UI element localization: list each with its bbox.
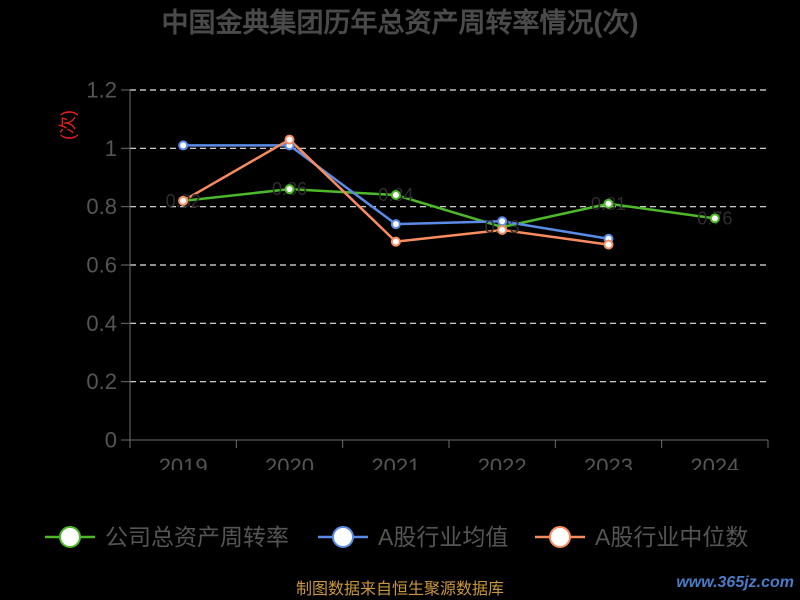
legend-label: 公司总资产周转率 [105,524,289,550]
legend-marker-icon [45,526,95,548]
data-point-series-0 [709,213,720,224]
watermark: www.365jz.com [676,574,794,591]
data-point-series-1 [178,140,189,151]
legend-marker-icon [535,526,585,548]
data-point-series-1 [390,219,401,230]
legend-item-industry-median[interactable]: A股行业中位数 [535,523,748,551]
data-point-series-2 [178,195,189,206]
x-tick-label: 2022 [478,454,527,470]
legend-label: A股行业中位数 [595,524,749,550]
y-tick-label: 0 [105,428,117,453]
data-point-series-0 [603,198,614,209]
y-axis-label: (次) [58,110,78,140]
y-tick-label: 1 [105,136,117,161]
data-point-series-2 [603,239,614,250]
data-source-note: 制图数据来自恒生聚源数据库 [295,581,504,598]
legend-label: A股行业均值 [378,524,509,550]
chart-title: 中国金典集团历年总资产周转率情况(次) [161,8,639,38]
y-tick-label: 0.8 [86,194,117,219]
legend-marker-icon [318,526,368,548]
data-point-series-0 [284,184,295,195]
data-point-series-2 [497,225,508,235]
line-chart: 0 0.2 0.4 0.6 0.8 1 1.2 2019 2020 2021 2022 2023 202… [58,78,769,470]
data-point-series-0 [390,190,401,200]
data-point-series-2 [390,236,401,247]
x-tick-label: 2019 [159,454,208,470]
legend-item-company[interactable]: 公司总资产周转率 [45,523,289,551]
y-tick-label: 0.2 [86,369,117,394]
legend-item-industry-mean[interactable]: A股行业均值 [318,523,508,551]
y-tick-label: 0.4 [86,311,117,336]
x-tick-label: 2021 [371,454,420,470]
series-line-0 [181,187,717,229]
y-tick-label: 1.2 [86,78,117,103]
x-tick-label: 2023 [584,454,633,470]
x-tick-label: 2020 [265,454,314,470]
data-point-series-1 [497,216,508,227]
x-tick-label: 2024 [690,454,739,470]
data-point-series-2 [284,134,295,145]
y-tick-label: 0.6 [86,253,117,278]
